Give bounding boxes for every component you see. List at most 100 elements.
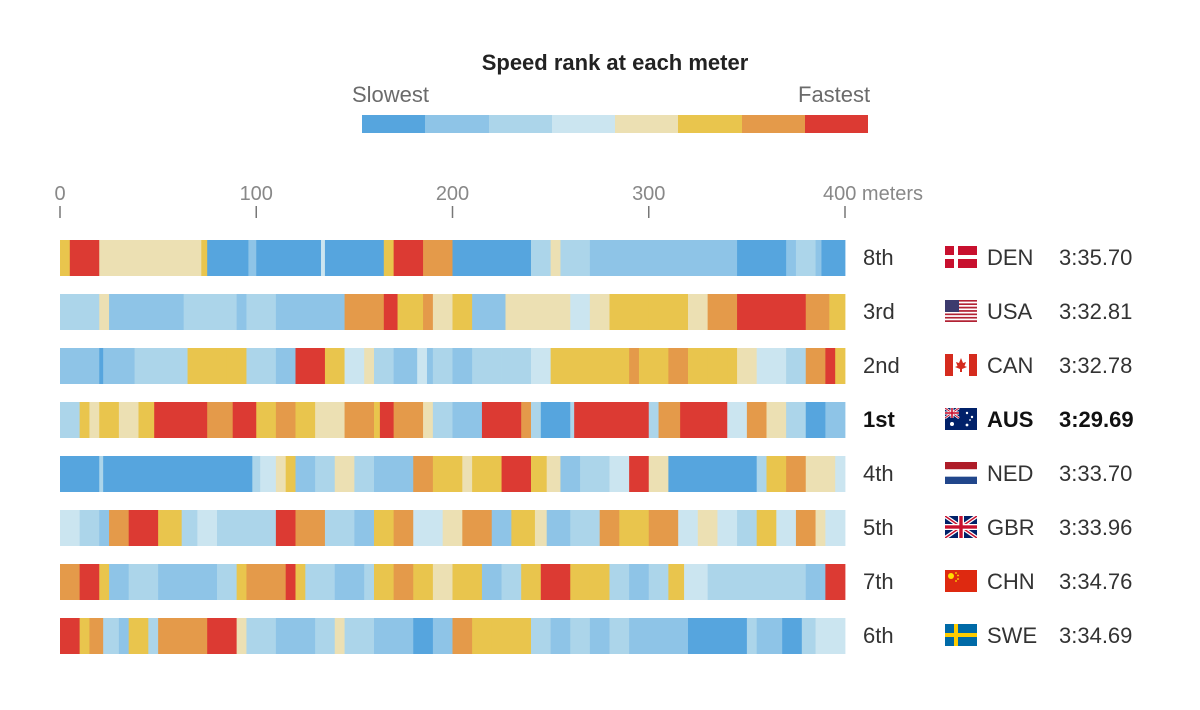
stripe-segment bbox=[226, 348, 247, 384]
stripe-segment bbox=[256, 240, 322, 276]
stripe-segment bbox=[374, 510, 395, 546]
stripe-segment bbox=[570, 510, 601, 546]
stripe-segment bbox=[295, 510, 326, 546]
country-code: NED bbox=[987, 461, 1034, 486]
stripe-segment bbox=[207, 402, 234, 438]
stripe-segment bbox=[511, 510, 536, 546]
stripe-row-can bbox=[60, 348, 846, 384]
stripe-segment bbox=[481, 564, 502, 600]
stripe-segment bbox=[472, 456, 502, 492]
stripe-segment bbox=[531, 240, 552, 276]
stripe-segment bbox=[491, 618, 532, 654]
stripe-segment bbox=[648, 402, 659, 438]
stripe-segment bbox=[99, 402, 110, 438]
stripe-segment bbox=[825, 564, 846, 600]
finish-place: 1st bbox=[863, 407, 895, 432]
stripe-segment bbox=[393, 348, 418, 384]
stripe-segment bbox=[295, 294, 336, 330]
stripe-segment bbox=[766, 564, 807, 600]
stripe-segment bbox=[246, 564, 277, 600]
finish-place: 2nd bbox=[863, 353, 900, 378]
stripe-segment bbox=[99, 240, 139, 276]
legend-swatch-7 bbox=[741, 115, 805, 133]
stripe-segment bbox=[452, 402, 483, 438]
stripe-segment bbox=[177, 294, 185, 330]
flag-usa-icon bbox=[945, 300, 977, 322]
legend-swatch-4 bbox=[551, 115, 615, 133]
stripe-segment bbox=[295, 564, 306, 600]
stripe-segment bbox=[609, 456, 630, 492]
legend-swatch-1 bbox=[362, 115, 426, 133]
stripe-segment bbox=[805, 564, 826, 600]
stripe-segment bbox=[246, 348, 277, 384]
stripe-segment bbox=[248, 240, 257, 276]
speed-rank-heatmap bbox=[60, 240, 846, 654]
legend-swatch-2 bbox=[425, 115, 489, 133]
stripe-segment bbox=[680, 402, 718, 438]
stripe-segment bbox=[417, 348, 428, 384]
stripe-segment bbox=[103, 618, 120, 654]
stripe-segment bbox=[786, 348, 807, 384]
stripe-segment bbox=[648, 510, 679, 546]
stripe-segment bbox=[315, 456, 336, 492]
finish-place: 3rd bbox=[863, 299, 895, 324]
stripe-segment bbox=[99, 564, 110, 600]
stripe-segment bbox=[472, 348, 502, 384]
finish-time: 3:33.70 bbox=[1059, 461, 1133, 486]
stripe-segment bbox=[501, 456, 532, 492]
x-tick-label-200: 200 bbox=[436, 183, 469, 205]
stripe-segment bbox=[246, 294, 257, 330]
stripe-segment bbox=[756, 618, 783, 654]
country-code: SWE bbox=[987, 623, 1038, 648]
stripe-segment bbox=[825, 348, 836, 384]
stripe-segment bbox=[393, 402, 424, 438]
stripe-segment bbox=[134, 348, 188, 384]
result-row-can: 2nd CAN 3:32.78 bbox=[863, 348, 1183, 384]
stripe-segment bbox=[374, 348, 395, 384]
stripe-segment bbox=[589, 564, 610, 600]
stripe-segment bbox=[181, 510, 198, 546]
stripe-segment bbox=[295, 402, 316, 438]
stripe-segment bbox=[295, 348, 326, 384]
stripe-segment bbox=[432, 294, 453, 330]
stripe-segment bbox=[236, 564, 247, 600]
stripe-segment bbox=[756, 348, 787, 384]
stripe-segment bbox=[364, 348, 375, 384]
stripe-segment bbox=[501, 348, 532, 384]
stripe-segment bbox=[432, 456, 463, 492]
stripe-segment bbox=[60, 510, 81, 546]
stripe-segment bbox=[574, 402, 650, 438]
stripe-segment bbox=[835, 456, 846, 492]
stripe-segment bbox=[560, 456, 581, 492]
stripe-segment bbox=[648, 294, 689, 330]
stripe-segment bbox=[737, 240, 787, 276]
stripe-segment bbox=[432, 402, 453, 438]
stripe-segment bbox=[629, 348, 640, 384]
stripe-segment bbox=[629, 618, 650, 654]
stripe-segment bbox=[374, 456, 385, 492]
stripe-segment bbox=[183, 294, 218, 330]
stripe-row-usa bbox=[60, 294, 846, 330]
country-code: DEN bbox=[987, 245, 1034, 270]
stripe-segment bbox=[580, 456, 610, 492]
stripe-segment bbox=[766, 456, 787, 492]
stripe-segment bbox=[766, 402, 787, 438]
stripe-segment bbox=[829, 294, 846, 330]
stripe-segment bbox=[531, 294, 571, 330]
stripe-segment bbox=[158, 564, 179, 600]
stripe-segment bbox=[128, 510, 159, 546]
stripe-segment bbox=[521, 402, 532, 438]
stripe-segment bbox=[452, 348, 473, 384]
stripe-segment bbox=[103, 456, 253, 492]
result-row-chn: 7th CHN 3:34.76 bbox=[863, 564, 1183, 600]
stripe-segment bbox=[334, 618, 345, 654]
x-tick-label-300: 300 bbox=[632, 183, 665, 205]
stripe-segment bbox=[815, 510, 826, 546]
stripe-segment bbox=[795, 510, 816, 546]
stripe-segment bbox=[217, 510, 257, 546]
x-tick-label-0: 0 bbox=[54, 183, 65, 205]
stripe-segment bbox=[207, 618, 238, 654]
stripe-segment bbox=[383, 240, 395, 276]
stripe-segment bbox=[560, 240, 591, 276]
result-row-ned: 4th NED 3:33.70 bbox=[863, 456, 1183, 492]
